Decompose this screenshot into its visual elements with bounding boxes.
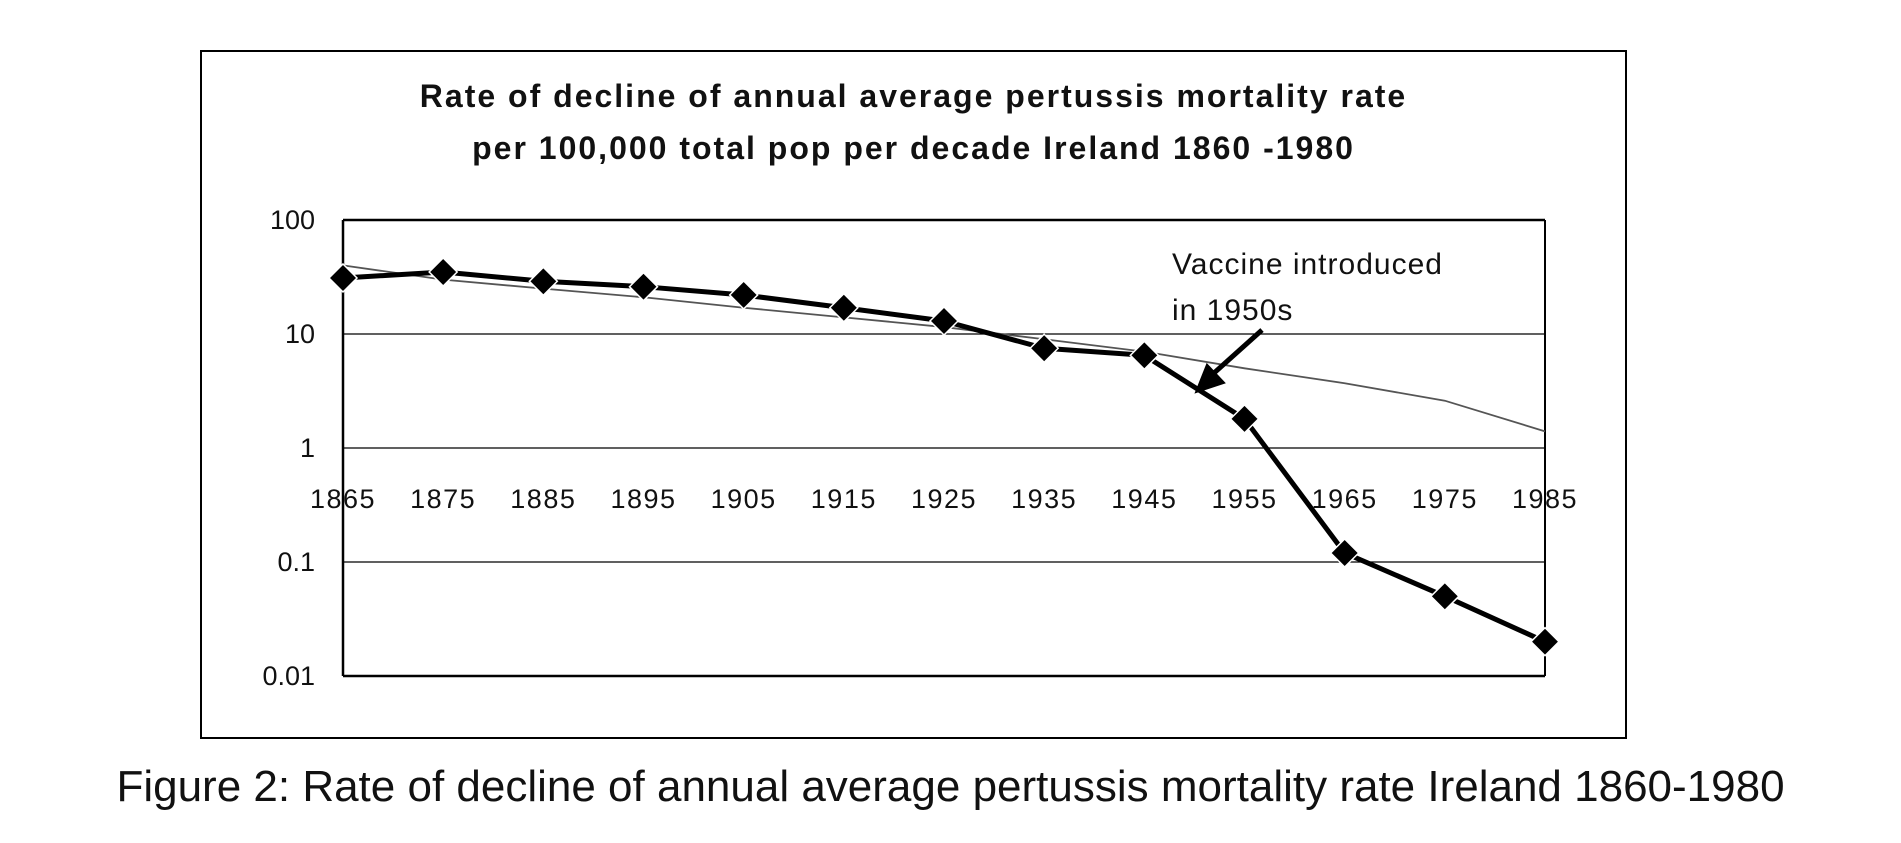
y-tick-label: 100 [270, 205, 315, 235]
data-point-marker [1429, 581, 1460, 612]
data-point-marker [728, 279, 759, 311]
x-tick-label: 1965 [1312, 484, 1378, 514]
trend-line [342, 264, 1546, 433]
x-tick-label: 1935 [1011, 484, 1077, 514]
data-point-marker [628, 271, 659, 302]
data-point-marker [1129, 340, 1160, 371]
chart-title-line-1: Rate of decline of annual average pertus… [419, 78, 1408, 114]
y-tick-label: 10 [285, 319, 315, 349]
data-point-marker [428, 256, 459, 288]
data-point-marker [928, 305, 960, 337]
x-tick-label: 1875 [410, 484, 476, 514]
y-tick-label: 0.01 [262, 661, 315, 691]
chart-title-line-2: per 100,000 total pop per decade Ireland… [472, 130, 1355, 166]
data-point-marker [1029, 333, 1060, 364]
annotation-arrow-head [1194, 362, 1226, 394]
x-tick-label: 1895 [610, 484, 676, 514]
x-tick-label: 1865 [310, 484, 376, 514]
x-tick-label: 1905 [711, 484, 777, 514]
data-point-marker [1229, 403, 1260, 434]
x-tick-label: 1885 [510, 484, 576, 514]
data-point-marker [828, 292, 859, 323]
y-tick-label: 0.1 [277, 547, 315, 577]
data-point-marker [1529, 626, 1561, 657]
x-tick-label: 1955 [1211, 484, 1277, 514]
data-point-marker [528, 266, 559, 297]
x-tick-label: 1925 [911, 484, 977, 514]
figure-caption: Figure 2: Rate of decline of annual aver… [116, 762, 1785, 811]
x-tick-label: 1985 [1512, 484, 1578, 514]
annotation-text-line-2: in 1950s [1172, 294, 1293, 327]
x-tick-label: 1945 [1111, 484, 1177, 514]
data-point-marker [327, 262, 359, 294]
annotation-text-line-1: Vaccine introduced [1172, 248, 1443, 281]
data-point-marker [1329, 537, 1360, 569]
chart-frame [200, 50, 1627, 739]
chart-title: Rate of decline of annual average pertus… [200, 70, 1627, 174]
y-tick-label: 1 [300, 433, 315, 463]
x-tick-label: 1915 [811, 484, 877, 514]
x-tick-label: 1975 [1412, 484, 1478, 514]
